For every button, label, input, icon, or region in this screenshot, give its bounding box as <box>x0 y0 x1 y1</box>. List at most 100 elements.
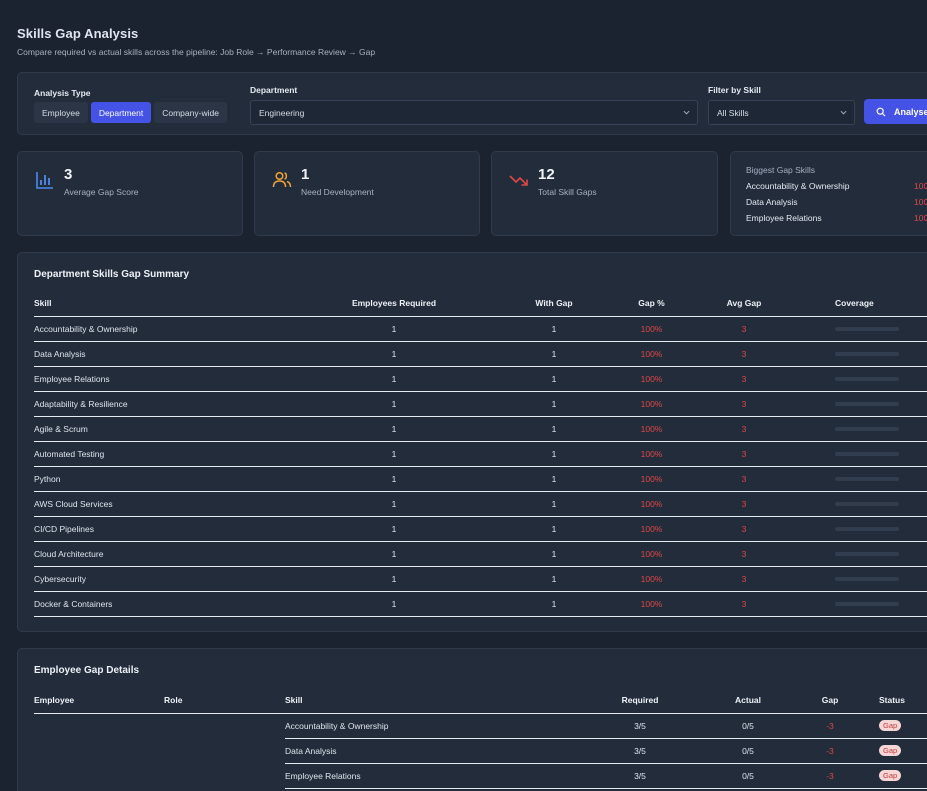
trending-down-icon <box>509 175 528 186</box>
gap-pct-cell: 100% <box>624 416 679 442</box>
coverage-cell <box>809 441 927 467</box>
avg-gap-cell: 3 <box>679 441 809 467</box>
gap-pct-cell: 100% <box>624 541 679 567</box>
col-employee[interactable]: Employee <box>34 688 164 714</box>
stat-label: Need Development <box>301 187 374 197</box>
coverage-bar <box>835 602 899 607</box>
avg-gap-cell: 3 <box>679 591 809 617</box>
with-gap-cell: 1 <box>484 316 624 342</box>
table-row: Cybersecurity 1 1 100% 3 <box>34 566 927 592</box>
coverage-bar <box>835 552 899 557</box>
biggest-gap-skills-card: Biggest Gap Skills Accountability & Owne… <box>730 151 927 236</box>
avg-gap-cell: 3 <box>679 541 809 567</box>
stat-label: Total Skill Gaps <box>538 187 597 197</box>
stat-value: 1 <box>301 166 310 183</box>
skill-cell: Employee Relations <box>285 763 575 789</box>
department-select[interactable]: Engineering <box>250 100 698 125</box>
col-skill[interactable]: Skill <box>285 688 575 714</box>
stat-value: 12 <box>538 166 555 183</box>
coverage-bar <box>835 377 899 382</box>
avg-gap-cell: 3 <box>679 341 809 367</box>
stat-card-need-development: 1 Need Development <box>254 151 480 236</box>
gap-pct-cell: 100% <box>624 466 679 492</box>
employees-required-cell: 1 <box>304 541 484 567</box>
status-cell: Gap <box>869 713 927 739</box>
table-row: Employee Relations 1 1 100% 3 <box>34 366 927 392</box>
coverage-cell <box>809 416 927 442</box>
required-cell: 3/5 <box>575 738 705 764</box>
skill-filter-value: All Skills <box>717 107 749 118</box>
col-role[interactable]: Role <box>164 688 285 714</box>
gap-pct-cell: 100% <box>624 341 679 367</box>
skill-filter-label: Filter by Skill <box>708 85 761 95</box>
status-cell: Gap <box>869 763 927 789</box>
employees-required-cell: 1 <box>304 366 484 392</box>
status-cell: Gap <box>869 738 927 764</box>
stat-value: 3 <box>64 166 73 183</box>
with-gap-cell: 1 <box>484 516 624 542</box>
page-header: Skills Gap Analysis Compare required vs … <box>17 26 375 57</box>
skill-cell: AWS Cloud Services <box>34 491 304 517</box>
col-employees-required[interactable]: Employees Required <box>304 291 484 317</box>
biggest-gap-item: Employee Relations 100% <box>746 213 927 223</box>
analysis-type-department[interactable]: Department <box>90 102 152 123</box>
col-status[interactable]: Status <box>869 688 927 714</box>
analyse-button[interactable]: Analyse <box>864 99 927 124</box>
department-summary-card: Department Skills Gap Summary Skill Empl… <box>17 252 927 632</box>
skill-cell: Python <box>34 466 304 492</box>
table-row: Data Analysis 1 1 100% 3 <box>34 341 927 367</box>
employees-required-cell: 1 <box>304 491 484 517</box>
col-gap[interactable]: Gap <box>791 688 869 714</box>
employees-required-cell: 1 <box>304 516 484 542</box>
gap-pct-cell: 100% <box>624 491 679 517</box>
with-gap-cell: 1 <box>484 566 624 592</box>
skill-cell: Docker & Containers <box>34 591 304 617</box>
coverage-bar <box>835 502 899 507</box>
col-with-gap[interactable]: With Gap <box>484 291 624 317</box>
table-row: Accountability & Ownership 3/5 0/5 -3 Gap <box>34 713 927 739</box>
with-gap-cell: 1 <box>484 441 624 467</box>
role-cell <box>164 738 285 763</box>
avg-gap-cell: 3 <box>679 516 809 542</box>
skill-cell: Data Analysis <box>34 341 304 367</box>
skill-cell: Data Analysis <box>285 738 575 764</box>
actual-cell: 0/5 <box>705 713 791 739</box>
col-skill[interactable]: Skill <box>34 291 304 317</box>
skill-filter-select[interactable]: All Skills <box>708 100 855 125</box>
status-badge: Gap <box>879 720 902 731</box>
biggest-gap-pct: 100% <box>914 181 927 191</box>
search-icon <box>876 107 886 116</box>
with-gap-cell: 1 <box>484 391 624 417</box>
skill-cell: Cloud Architecture <box>34 541 304 567</box>
analysis-type-employee[interactable]: Employee <box>34 102 88 123</box>
col-actual[interactable]: Actual <box>705 688 791 714</box>
col-coverage[interactable]: Coverage <box>809 291 927 317</box>
stat-card-total-gaps: 12 Total Skill Gaps <box>491 151 718 236</box>
with-gap-cell: 1 <box>484 366 624 392</box>
col-avg-gap[interactable]: Avg Gap <box>679 291 809 317</box>
gap-pct-cell: 100% <box>624 366 679 392</box>
gap-cell: -3 <box>791 763 869 789</box>
coverage-bar <box>835 352 899 357</box>
analysis-type-company-wide[interactable]: Company-wide <box>154 102 227 123</box>
department-summary-table: Skill Employees Required With Gap Gap % … <box>34 291 927 617</box>
biggest-gap-title: Biggest Gap Skills <box>746 165 815 175</box>
gap-cell: -3 <box>791 738 869 764</box>
table-row: CI/CD Pipelines 1 1 100% 3 <box>34 516 927 542</box>
employees-required-cell: 1 <box>304 591 484 617</box>
coverage-bar <box>835 477 899 482</box>
biggest-gap-item: Accountability & Ownership 100% <box>746 181 927 191</box>
status-badge: Gap <box>879 745 902 756</box>
col-required[interactable]: Required <box>575 688 705 714</box>
table-row: Agile & Scrum 1 1 100% 3 <box>34 416 927 442</box>
with-gap-cell: 1 <box>484 491 624 517</box>
table-row: Accountability & Ownership 1 1 100% 3 <box>34 316 927 342</box>
employees-required-cell: 1 <box>304 441 484 467</box>
coverage-bar <box>835 577 899 582</box>
coverage-cell <box>809 466 927 492</box>
gap-pct-cell: 100% <box>624 391 679 417</box>
skill-cell: Employee Relations <box>34 366 304 392</box>
required-cell: 3/5 <box>575 713 705 739</box>
page-subtitle: Compare required vs actual skills across… <box>17 47 376 57</box>
col-gap-pct[interactable]: Gap % <box>624 291 679 317</box>
